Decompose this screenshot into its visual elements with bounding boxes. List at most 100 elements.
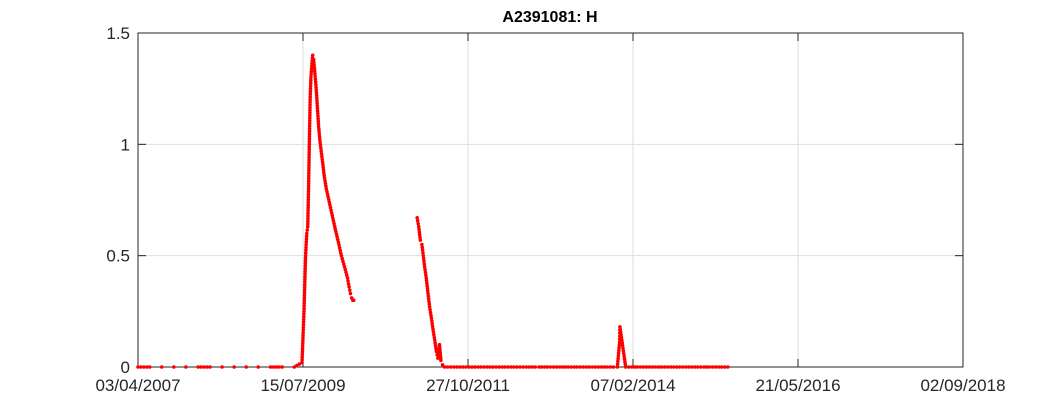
data-point: [307, 155, 311, 160]
data-point: [341, 262, 346, 266]
data-point: [184, 365, 188, 369]
data-point: [307, 137, 312, 141]
data-point: [321, 168, 326, 172]
data-point: [303, 261, 308, 266]
data-point: [417, 232, 422, 237]
data-point: [309, 72, 313, 77]
data-point: [304, 234, 309, 238]
x-tick-label: 02/09/2018: [920, 376, 1005, 395]
data-point: [433, 344, 438, 348]
data-point: [307, 134, 312, 139]
data-point: [473, 365, 477, 369]
data-point: [662, 365, 667, 369]
data-point: [434, 346, 438, 351]
data-point: [426, 294, 431, 298]
data-point: [307, 129, 312, 134]
data-point: [302, 306, 306, 311]
data-point: [420, 245, 425, 250]
data-point: [422, 265, 427, 269]
data-point: [319, 151, 324, 156]
data-point: [618, 330, 623, 335]
data-point: [306, 205, 310, 210]
data-point: [341, 259, 345, 264]
data-point: [422, 262, 427, 266]
data-point: [308, 95, 313, 99]
data-point: [545, 365, 550, 369]
data-point: [308, 86, 313, 91]
data-point: [438, 348, 442, 352]
data-point: [307, 142, 312, 147]
data-point: [432, 335, 437, 340]
data-point: [301, 333, 305, 338]
data-point: [584, 365, 589, 369]
data-point: [415, 216, 419, 220]
data-point: [302, 283, 307, 287]
y-tick-label: 1.5: [106, 24, 130, 43]
data-point: [303, 267, 307, 271]
data-point: [479, 365, 483, 369]
data-point: [316, 124, 321, 129]
data-point: [467, 365, 471, 369]
y-tick-label: 0.5: [106, 247, 130, 266]
data-point: [313, 74, 317, 79]
data-point: [430, 324, 435, 329]
data-point: [322, 176, 327, 180]
data-point: [306, 208, 310, 213]
data-point: [527, 365, 532, 369]
data-point: [438, 355, 443, 360]
data-point: [668, 365, 673, 369]
x-tick-label: 15/07/2009: [260, 376, 345, 395]
data-point: [311, 57, 316, 62]
data-point: [617, 343, 622, 347]
data-point: [503, 365, 507, 369]
data-point: [302, 290, 307, 295]
data-point: [433, 341, 437, 345]
data-point: [621, 351, 626, 356]
data-point: [437, 342, 442, 347]
data-point: [317, 135, 322, 140]
data-point: [307, 171, 311, 175]
data-point: [509, 365, 513, 369]
data-point: [308, 84, 313, 88]
data-point: [618, 327, 623, 332]
data-point: [308, 100, 312, 105]
data-point: [635, 365, 640, 369]
data-point: [458, 365, 462, 369]
data-point: [323, 181, 328, 186]
data-point: [420, 248, 425, 252]
data-point: [306, 211, 310, 216]
data-point: [686, 365, 691, 369]
data-point: [306, 195, 311, 199]
data-point: [300, 349, 305, 354]
data-point: [416, 224, 421, 229]
data-point: [310, 53, 315, 58]
data-point: [307, 150, 311, 154]
data-point: [308, 98, 312, 102]
data-point: [306, 187, 311, 191]
data-point: [689, 365, 694, 369]
data-point: [306, 176, 311, 181]
data-point: [425, 283, 429, 288]
data-point: [448, 365, 453, 369]
data-point: [425, 289, 430, 293]
data-point: [497, 365, 501, 369]
data-point: [307, 132, 312, 136]
data-point: [722, 365, 727, 369]
data-point: [312, 63, 316, 68]
data-point: [494, 365, 498, 369]
data-point: [351, 298, 356, 303]
data-point: [147, 365, 152, 369]
data-point: [306, 200, 311, 205]
data-point: [615, 365, 620, 369]
data-point: [300, 344, 305, 349]
data-point: [300, 352, 305, 357]
data-point: [307, 147, 312, 152]
data-point: [301, 336, 305, 341]
data-point: [308, 105, 312, 110]
data-point: [220, 365, 224, 369]
data-point: [316, 119, 321, 124]
data-point: [309, 78, 313, 83]
data-point: [416, 221, 421, 226]
data-point: [418, 238, 423, 242]
data-point: [426, 297, 431, 301]
